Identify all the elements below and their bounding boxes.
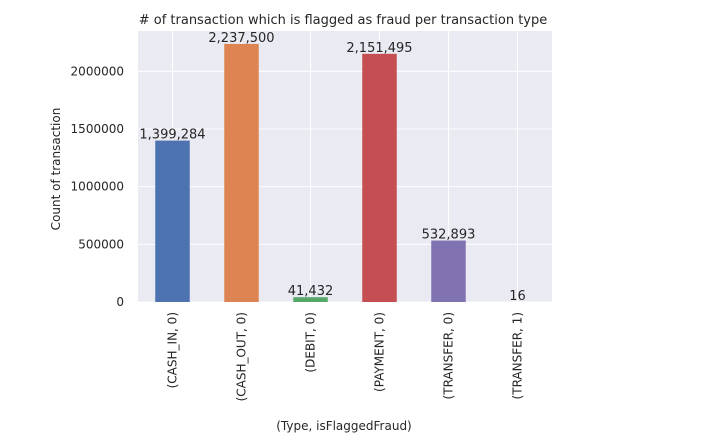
x-tick-label: (PAYMENT, 0) <box>373 312 387 392</box>
y-tick-label: 500000 <box>78 237 124 251</box>
bar-value-label: 41,432 <box>288 284 334 299</box>
x-tick-label: (DEBIT, 0) <box>304 312 318 373</box>
y-tick-label: 1000000 <box>71 180 124 194</box>
bars <box>155 43 535 303</box>
y-axis-label: Count of transaction <box>49 108 63 231</box>
bar-value-label: 2,237,500 <box>208 31 274 46</box>
bar-value-label: 2,151,495 <box>346 41 412 56</box>
bar-value-label: 532,893 <box>422 228 476 243</box>
x-tick-label: (CASH_IN, 0) <box>166 312 180 388</box>
y-axis-ticks: 0 500000 1000000 1500000 2000000 <box>71 64 124 309</box>
y-tick-label: 2000000 <box>71 64 124 78</box>
x-axis-label: (Type, isFlaggedFraud) <box>276 419 412 433</box>
bar <box>362 53 397 302</box>
x-tick-label: (TRANSFER, 0) <box>442 312 456 399</box>
x-tick-label: (TRANSFER, 1) <box>511 312 525 399</box>
x-tick-label: (CASH_OUT, 0) <box>235 312 249 401</box>
x-axis-ticks: (CASH_IN, 0) (CASH_OUT, 0) (DEBIT, 0) (PAYM… <box>166 312 525 401</box>
y-tick-label: 1500000 <box>71 122 124 136</box>
bar-value-label: 1,399,284 <box>139 128 205 143</box>
chart-title: # of transaction which is flagged as fra… <box>139 13 548 28</box>
y-tick-label: 0 <box>116 295 124 309</box>
bar <box>224 43 259 303</box>
value-labels: 1,399,284 2,237,500 41,432 2,151,495 532,893… <box>139 31 525 304</box>
bar <box>293 297 328 302</box>
bar <box>155 140 190 302</box>
bar-value-label: 16 <box>509 289 526 304</box>
bar <box>431 240 466 302</box>
plot-area <box>138 31 552 302</box>
